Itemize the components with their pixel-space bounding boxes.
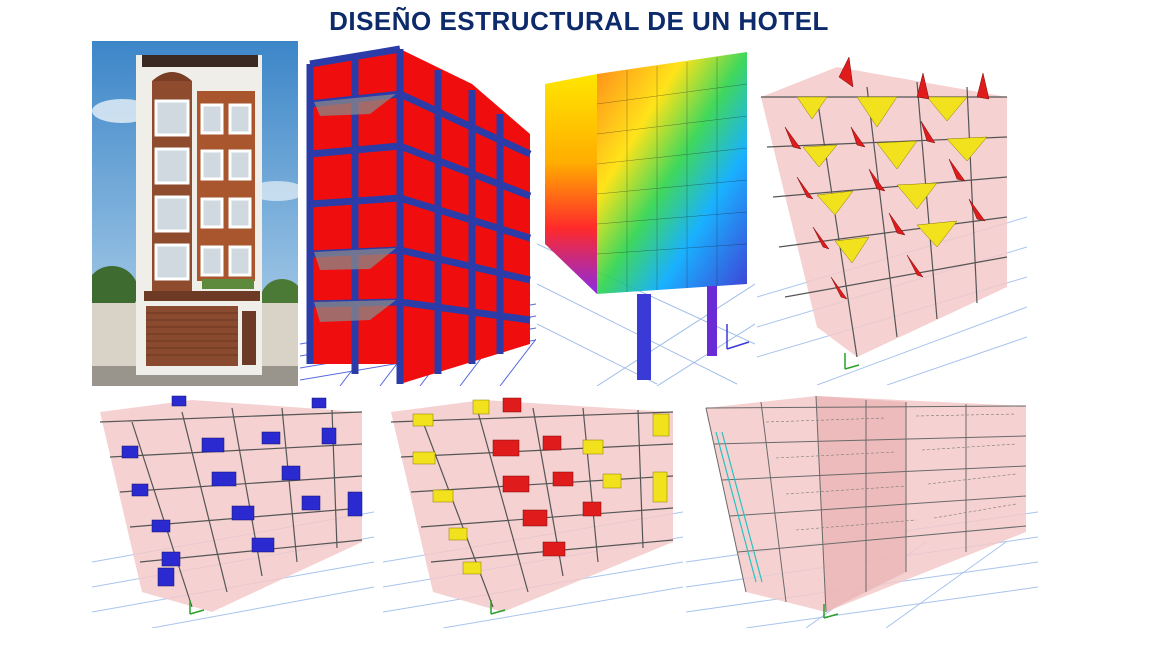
structural-model-walls [300, 44, 536, 386]
moment-diagram-model [757, 57, 1027, 385]
hotel-facade-render [92, 41, 298, 386]
shear-diagram-model [92, 392, 374, 628]
page-title: DISEÑO ESTRUCTURAL DE UN HOTEL [329, 6, 829, 36]
section-labels-model [686, 392, 1038, 628]
axial-diagram-model [383, 392, 683, 628]
stress-contour-model [537, 44, 755, 386]
